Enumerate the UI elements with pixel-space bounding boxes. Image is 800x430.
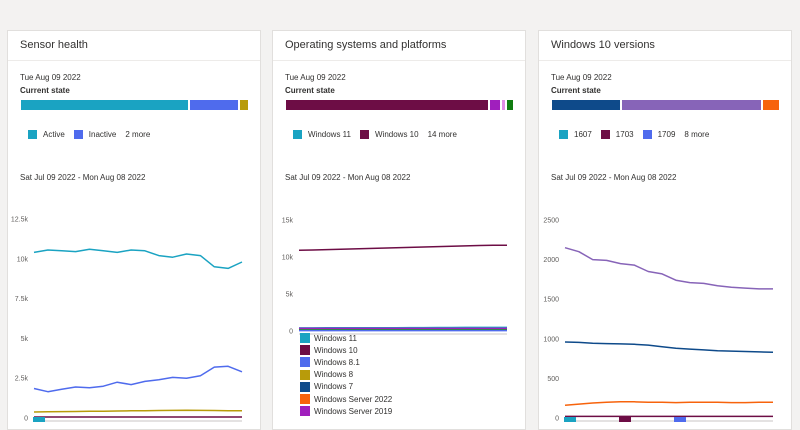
y-tick-label: 0 xyxy=(289,329,293,336)
current-date: Tue Aug 09 2022 xyxy=(20,73,81,82)
legend-swatch xyxy=(300,333,310,344)
legend-swatch xyxy=(300,381,310,392)
sensor-health-chart[interactable]: 0 2.5k 5k 7.5k 10k 12.5k xyxy=(8,181,261,430)
bar-segment[interactable] xyxy=(21,100,189,110)
windows-10-versions-chart[interactable]: 0 500 1000 1500 2000 2500 xyxy=(539,181,792,430)
os-platforms-chart[interactable]: 0 5k 10k 15k xyxy=(273,181,526,341)
card-title: Operating systems and platforms xyxy=(273,31,525,61)
legend: Active Inactive 2 more xyxy=(28,130,150,139)
bar-segment[interactable] xyxy=(501,100,506,110)
legend-swatch xyxy=(300,406,310,417)
legend-item-inactive[interactable]: Inactive xyxy=(73,130,116,139)
y-tick-label: 10k xyxy=(17,256,29,263)
y-tick-label: 0 xyxy=(24,416,28,423)
series-line xyxy=(564,246,773,290)
current-state-bar[interactable] xyxy=(286,100,513,110)
current-state-bar[interactable] xyxy=(552,100,779,110)
legend-swatch xyxy=(600,130,610,139)
date-range: Sat Jul 09 2022 - Mon Aug 08 2022 xyxy=(551,173,677,182)
legend-item-windows-10[interactable]: Windows 10 xyxy=(359,130,419,139)
windows-10-versions-card: Windows 10 versions Tue Aug 09 2022 Curr… xyxy=(538,30,792,430)
legend-swatch xyxy=(300,394,310,405)
series-legend-item[interactable]: Windows 7 xyxy=(300,381,392,393)
series-line xyxy=(33,409,242,413)
date-range: Sat Jul 09 2022 - Mon Aug 08 2022 xyxy=(285,173,411,182)
series-line xyxy=(33,248,243,270)
legend-swatch xyxy=(564,417,576,422)
current-state-label: Current state xyxy=(285,86,335,95)
more-link[interactable]: 2 more xyxy=(125,130,151,139)
os-platforms-card: Operating systems and platforms Tue Aug … xyxy=(272,30,526,430)
y-tick-label: 5k xyxy=(21,336,29,343)
y-tick-label: 2000 xyxy=(543,257,559,264)
card-title: Sensor health xyxy=(8,31,260,61)
legend-swatch xyxy=(559,130,568,139)
series-line xyxy=(298,244,507,252)
y-tick-label: 500 xyxy=(547,376,559,383)
series-legend-item[interactable]: Windows 11 xyxy=(300,332,392,344)
date-range: Sat Jul 09 2022 - Mon Aug 08 2022 xyxy=(20,173,146,182)
current-date: Tue Aug 09 2022 xyxy=(285,73,346,82)
y-tick-label: 12.5k xyxy=(11,217,29,224)
legend-swatch xyxy=(300,345,310,356)
bar-segment[interactable] xyxy=(552,100,621,110)
legend-swatch xyxy=(28,130,37,139)
series-line xyxy=(564,341,774,354)
y-tick-label: 15k xyxy=(282,218,294,225)
legend-swatch xyxy=(674,417,686,422)
y-tick-label: 2.5k xyxy=(15,376,29,383)
series-line xyxy=(564,401,774,407)
legend-item-1607[interactable]: 1607 xyxy=(559,130,592,139)
legend-swatch xyxy=(642,130,652,139)
legend-swatch xyxy=(33,417,45,422)
current-state-label: Current state xyxy=(551,86,601,95)
legend-item-1703[interactable]: 1703 xyxy=(600,130,634,139)
y-tick-label: 1000 xyxy=(543,336,559,343)
bar-segment[interactable] xyxy=(622,100,762,110)
bar-segment[interactable] xyxy=(490,100,500,110)
y-tick-label: 10k xyxy=(282,255,294,262)
card-title: Windows 10 versions xyxy=(539,31,791,61)
series-legend-item[interactable]: Windows 10 xyxy=(300,344,392,356)
current-state-label: Current state xyxy=(20,86,70,95)
current-date: Tue Aug 09 2022 xyxy=(551,73,612,82)
y-tick-label: 1500 xyxy=(543,297,559,304)
legend-item-active[interactable]: Active xyxy=(28,130,65,139)
legend: 1607 1703 1709 8 more xyxy=(559,130,709,139)
legend-swatch xyxy=(300,357,310,368)
series-legend-list: Windows 11 Windows 10 Windows 8.1 Window… xyxy=(300,332,392,417)
series-legend-item[interactable]: Windows Server 2022 xyxy=(300,393,392,405)
bar-segment[interactable] xyxy=(763,100,779,110)
more-link[interactable]: 8 more xyxy=(684,130,710,139)
series-line xyxy=(33,365,243,393)
legend-swatch xyxy=(73,130,83,139)
bar-segment[interactable] xyxy=(240,100,248,110)
sensor-health-card: Sensor health Tue Aug 09 2022 Current st… xyxy=(7,30,261,430)
y-tick-label: 2500 xyxy=(543,218,559,225)
legend-swatch xyxy=(293,130,302,139)
bar-segment[interactable] xyxy=(190,100,239,110)
legend-swatch xyxy=(359,130,369,139)
series-legend-item[interactable]: Windows 8 xyxy=(300,369,392,381)
legend-item-windows-11[interactable]: Windows 11 xyxy=(293,130,351,139)
series-legend-item[interactable]: Windows Server 2019 xyxy=(300,405,392,417)
legend-swatch xyxy=(300,369,310,380)
bar-segment[interactable] xyxy=(286,100,489,110)
series-legend-item[interactable]: Windows 8.1 xyxy=(300,356,392,368)
legend: Windows 11 Windows 10 14 more xyxy=(293,130,457,139)
bar-segment[interactable] xyxy=(507,100,513,110)
more-link[interactable]: 14 more xyxy=(427,130,457,139)
legend-swatch xyxy=(619,417,631,422)
y-tick-label: 5k xyxy=(286,292,294,299)
y-tick-label: 7.5k xyxy=(15,296,29,303)
y-tick-label: 0 xyxy=(555,416,559,423)
legend-item-1709[interactable]: 1709 xyxy=(642,130,675,139)
current-state-bar[interactable] xyxy=(21,100,248,110)
